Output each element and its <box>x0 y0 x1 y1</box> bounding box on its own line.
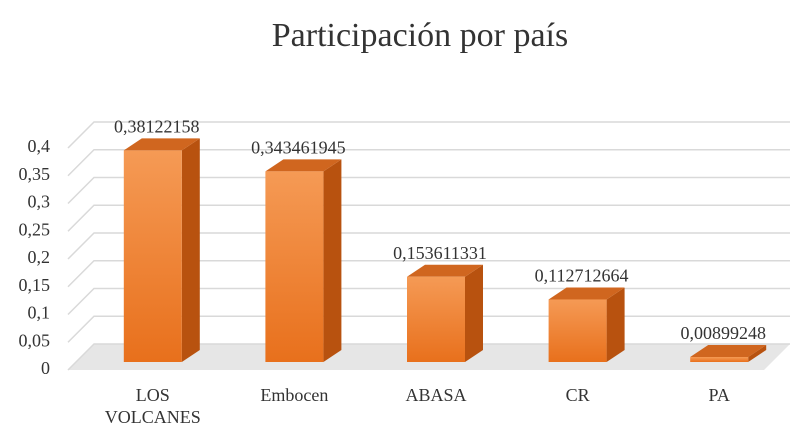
bar-top <box>690 345 767 358</box>
x-tick-label: Embocen <box>260 385 329 405</box>
bar <box>123 138 200 362</box>
bar-front <box>548 299 607 362</box>
bar-front <box>690 357 749 362</box>
chart-title: Participación por país <box>272 17 568 54</box>
bar-front <box>407 276 465 362</box>
bar-side <box>606 287 625 362</box>
y-tick-label: 0,15 <box>19 275 51 295</box>
y-tick-label: 0,3 <box>28 192 51 212</box>
y-tick-label: 0,05 <box>19 330 51 350</box>
value-label: 0,38122158 <box>114 117 200 137</box>
x-tick-label: CR <box>565 385 590 405</box>
bar <box>407 264 483 362</box>
bar-side <box>748 345 767 362</box>
bar <box>265 159 342 362</box>
grid-line <box>67 232 790 260</box>
y-tick-label: 0,4 <box>28 136 51 156</box>
bar-side <box>465 264 483 362</box>
y-tick-label: 0,1 <box>28 303 51 323</box>
y-tick-label: 0,25 <box>19 219 51 239</box>
bar-front <box>265 171 324 362</box>
bar-front <box>123 150 182 362</box>
bar-top <box>265 159 342 172</box>
grid-line <box>67 121 790 149</box>
x-tick-label: ABASA <box>405 385 467 405</box>
bar-top <box>123 138 200 151</box>
value-label: 0,343461945 <box>251 138 346 158</box>
y-tick-label: 0,2 <box>28 247 51 267</box>
value-label: 0,112712664 <box>535 266 629 286</box>
grid-line <box>67 287 790 316</box>
bar-side <box>181 138 200 362</box>
x-tick-label: PA <box>708 385 730 405</box>
grid-line <box>67 176 790 205</box>
bar-side <box>323 159 342 362</box>
grid-line <box>67 260 790 288</box>
x-tick-label: LOS VOLCANES <box>104 385 201 427</box>
value-label: 0,153611331 <box>393 243 487 263</box>
bar-top <box>407 264 483 277</box>
bar-top <box>548 287 625 300</box>
grid-line <box>67 204 790 232</box>
grid-line <box>67 149 790 177</box>
value-label: 0,00899248 <box>680 323 766 343</box>
bar <box>548 287 625 362</box>
y-tick-label: 0 <box>41 358 50 378</box>
y-tick-label: 0,35 <box>19 164 51 184</box>
bar <box>690 345 767 362</box>
